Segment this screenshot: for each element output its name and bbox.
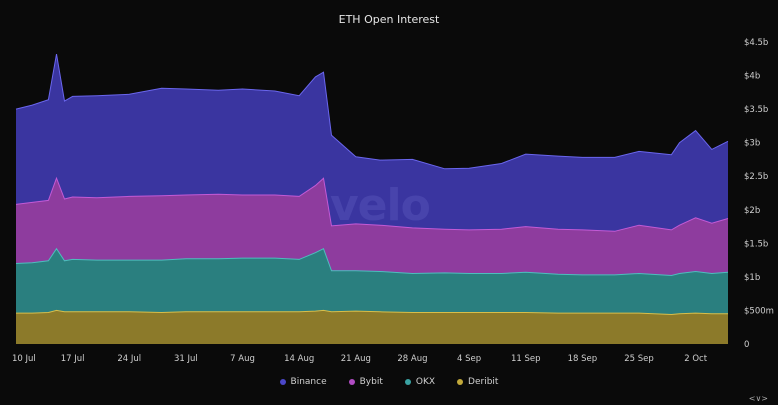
y-tick-label: $500m bbox=[744, 306, 774, 316]
legend-dot-okx bbox=[404, 379, 411, 385]
y-tick-label: $4.5b bbox=[744, 38, 768, 48]
x-tick-label: 21 Aug bbox=[341, 354, 371, 364]
chart-title: ETH Open Interest bbox=[338, 13, 440, 26]
y-tick-label: 0 bbox=[744, 340, 749, 350]
y-tick-label: $2.5b bbox=[744, 172, 768, 182]
line-okx bbox=[15, 247, 729, 277]
y-tick-label: $4b bbox=[744, 72, 760, 82]
y-tick-label: $1b bbox=[744, 273, 760, 283]
x-tick-label: 18 Sep bbox=[568, 354, 598, 364]
y-tick-label: $3.5b bbox=[744, 105, 768, 115]
area-deribit bbox=[16, 310, 728, 344]
x-tick-label: 2 Oct bbox=[684, 354, 707, 364]
line-binance bbox=[15, 54, 729, 170]
line-bybit bbox=[15, 176, 729, 232]
area-bybit bbox=[16, 178, 728, 276]
line-deribit bbox=[16, 309, 728, 316]
x-tick-label: 4 Sep bbox=[457, 354, 481, 364]
legend-label-binance: Binance bbox=[290, 377, 327, 387]
legend-dot-deribit bbox=[457, 379, 464, 385]
legend-label-bybit: Bybit bbox=[359, 377, 383, 387]
legend-label-okx: OKX bbox=[415, 377, 436, 387]
x-tick-label: 10 Jul bbox=[12, 354, 36, 364]
x-tick-label: 7 Aug bbox=[230, 354, 255, 364]
x-tick-label: 11 Sep bbox=[511, 354, 541, 364]
chart-nav-arrows-icon[interactable]: <∨> bbox=[748, 394, 768, 403]
legend-item-okx[interactable]: OKX bbox=[404, 377, 436, 387]
x-tick-label: 31 Jul bbox=[174, 354, 198, 364]
area-binance bbox=[16, 54, 728, 232]
x-tick-label: 28 Aug bbox=[397, 354, 427, 364]
legend-dot-binance bbox=[279, 379, 286, 385]
y-tick-label: $2b bbox=[744, 206, 760, 216]
x-tick-label: 24 Jul bbox=[117, 354, 141, 364]
legend-item-bybit[interactable]: Bybit bbox=[348, 377, 383, 387]
y-tick-label: $3b bbox=[744, 139, 760, 149]
area-okx bbox=[16, 248, 728, 315]
legend: Binance Bybit OKX Deribit bbox=[0, 377, 778, 387]
legend-dot-bybit bbox=[348, 379, 355, 385]
y-tick-label: $1.5b bbox=[744, 239, 768, 249]
legend-item-deribit[interactable]: Deribit bbox=[457, 377, 498, 387]
watermark: velo bbox=[330, 180, 431, 231]
legend-label-deribit: Deribit bbox=[468, 377, 499, 387]
x-tick-label: 14 Aug bbox=[284, 354, 314, 364]
x-tick-label: 17 Jul bbox=[61, 354, 85, 364]
legend-item-binance[interactable]: Binance bbox=[279, 377, 327, 387]
x-tick-label: 25 Sep bbox=[624, 354, 654, 364]
